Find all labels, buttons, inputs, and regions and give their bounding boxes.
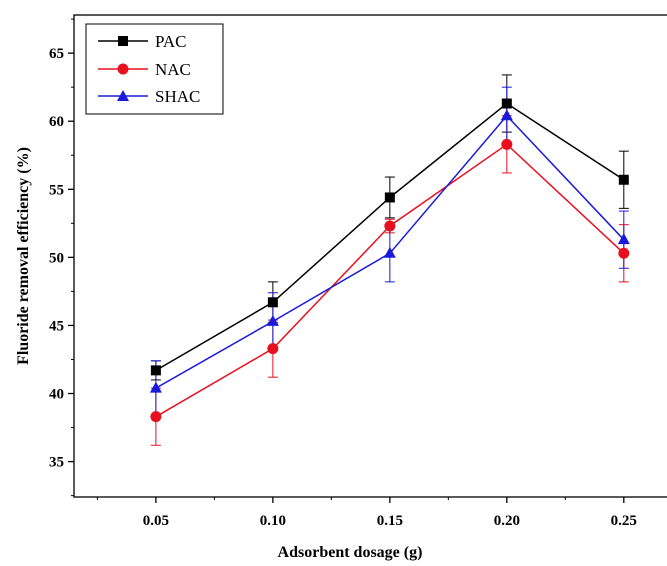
y-tick-label: 35 <box>49 455 64 471</box>
error-bars <box>150 74 629 446</box>
series-markers <box>149 98 630 423</box>
legend-entry-pac: PAC <box>98 32 187 51</box>
marker-nac <box>150 411 162 423</box>
x-axis-title: Adsorbent dosage (g) <box>278 544 423 561</box>
marker-shac <box>266 314 279 326</box>
legend-entry-nac: NAC <box>98 60 191 79</box>
marker-pac <box>267 297 278 308</box>
legend-marker-pac <box>118 36 128 46</box>
marker-shac <box>383 246 396 258</box>
y-tick-label: 55 <box>49 182 64 198</box>
legend-label-shac: SHAC <box>155 87 200 106</box>
plot-frame <box>73 14 667 498</box>
marker-nac <box>384 220 396 232</box>
marker-shac <box>617 233 630 245</box>
marker-shac <box>149 381 162 393</box>
marker-nac <box>618 247 630 259</box>
legend-label-nac: NAC <box>155 60 191 79</box>
y-axis-title: Fluoride removal efficiency (%) <box>15 147 32 365</box>
y-tick-label: 40 <box>49 387 64 403</box>
marker-nac <box>267 343 279 355</box>
marker-pac <box>150 365 161 376</box>
legend-label-pac: PAC <box>155 32 187 51</box>
legend: PAC NAC SHAC <box>85 23 224 115</box>
y-axis-ticks: 35 40 45 50 55 60 65 <box>49 18 74 497</box>
axes <box>73 14 667 498</box>
marker-nac <box>501 138 513 150</box>
x-axis-ticks: 0.05 0.10 0.15 0.20 0.25 <box>96 497 637 529</box>
y-tick-label: 65 <box>49 46 64 62</box>
marker-pac <box>384 192 395 203</box>
legend-marker-shac <box>117 90 129 101</box>
y-tick-label: 45 <box>49 318 64 334</box>
marker-pac <box>618 174 629 185</box>
x-tick-label: 0.15 <box>377 513 403 529</box>
legend-marker-nac <box>117 63 129 75</box>
x-tick-label: 0.20 <box>494 513 520 529</box>
y-tick-label: 60 <box>49 114 64 130</box>
x-tick-label: 0.10 <box>260 513 286 529</box>
marker-pac <box>501 98 512 109</box>
marker-shac <box>500 109 513 121</box>
x-tick-label: 0.05 <box>143 513 169 529</box>
y-tick-label: 50 <box>49 250 64 266</box>
legend-entry-shac: SHAC <box>98 87 200 106</box>
x-tick-label: 0.25 <box>611 513 637 529</box>
